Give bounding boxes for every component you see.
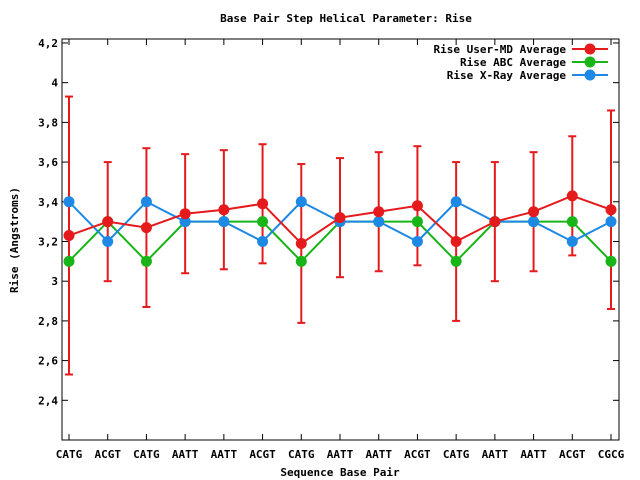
data-point [257, 216, 269, 228]
legend-marker [584, 69, 596, 81]
x-axis-label: Sequence Base Pair [280, 466, 400, 479]
data-point [102, 235, 114, 247]
series-layer [63, 190, 617, 267]
legend-marker [584, 43, 596, 55]
x-tick-label: ACGT [559, 448, 586, 461]
ticks-layer: 2,4 2,6 2,8 3 3,2 3,4 3,6 3,8 4 4,2 CATG ACGT CATG AA… [38, 37, 624, 461]
x-tick-label: CATG [133, 448, 160, 461]
data-point [411, 235, 423, 247]
data-point [489, 216, 501, 228]
data-point [411, 200, 423, 212]
x-tick-label: CATG [443, 448, 470, 461]
data-point [450, 196, 462, 208]
data-point [295, 255, 307, 267]
data-point [295, 196, 307, 208]
data-point [450, 235, 462, 247]
legend-label: Rise X-Ray Average [447, 69, 567, 82]
x-tick-label: AATT [520, 448, 547, 461]
x-tick-label: ACGT [94, 448, 121, 461]
data-point [140, 222, 152, 234]
series-0 [63, 190, 617, 249]
data-point [373, 216, 385, 228]
data-point [218, 216, 230, 228]
chart-title: Base Pair Step Helical Parameter: Rise [220, 12, 472, 25]
data-point [411, 216, 423, 228]
legend-label: Rise User-MD Average [434, 43, 567, 56]
data-point [566, 235, 578, 247]
data-point [218, 204, 230, 216]
x-tick-label: AATT [211, 448, 238, 461]
data-point [528, 216, 540, 228]
data-point [102, 216, 114, 228]
y-axis-label: Rise (Angstroms) [8, 187, 21, 293]
y-tick-label: 4,2 [38, 37, 58, 50]
x-tick-label: ACGT [249, 448, 276, 461]
legend-marker [584, 56, 596, 68]
data-point [605, 204, 617, 216]
data-point [63, 196, 75, 208]
data-point [63, 255, 75, 267]
x-tick-label: CATG [56, 448, 83, 461]
data-point [334, 212, 346, 224]
errorbars-layer [65, 95, 615, 376]
data-point [566, 190, 578, 202]
data-point [295, 237, 307, 249]
x-tick-label: AATT [365, 448, 392, 461]
x-tick-label: CGCG [598, 448, 625, 461]
y-tick-label: 3,4 [38, 196, 58, 209]
data-point [257, 198, 269, 210]
y-tick-label: 2,8 [38, 315, 58, 328]
data-point [566, 216, 578, 228]
data-point [605, 255, 617, 267]
data-point [450, 255, 462, 267]
data-point [257, 235, 269, 247]
x-tick-label: AATT [172, 448, 199, 461]
data-point [528, 206, 540, 218]
data-point [179, 208, 191, 220]
y-tick-label: 2,6 [38, 355, 58, 368]
y-tick-label: 3,8 [38, 116, 58, 129]
data-point [140, 255, 152, 267]
data-point [179, 216, 191, 228]
y-tick-label: 3 [51, 275, 58, 288]
data-point [373, 206, 385, 218]
y-tick-label: 4 [51, 77, 58, 90]
data-point [605, 216, 617, 228]
data-point [63, 230, 75, 242]
y-tick-label: 3,6 [38, 156, 58, 169]
y-tick-label: 2,4 [38, 394, 58, 407]
x-tick-label: ACGT [404, 448, 431, 461]
data-point [140, 196, 152, 208]
x-tick-label: CATG [288, 448, 315, 461]
y-tick-label: 3,2 [38, 235, 58, 248]
legend-label: Rise ABC Average [460, 56, 566, 69]
x-tick-label: AATT [327, 448, 354, 461]
x-tick-label: AATT [482, 448, 509, 461]
